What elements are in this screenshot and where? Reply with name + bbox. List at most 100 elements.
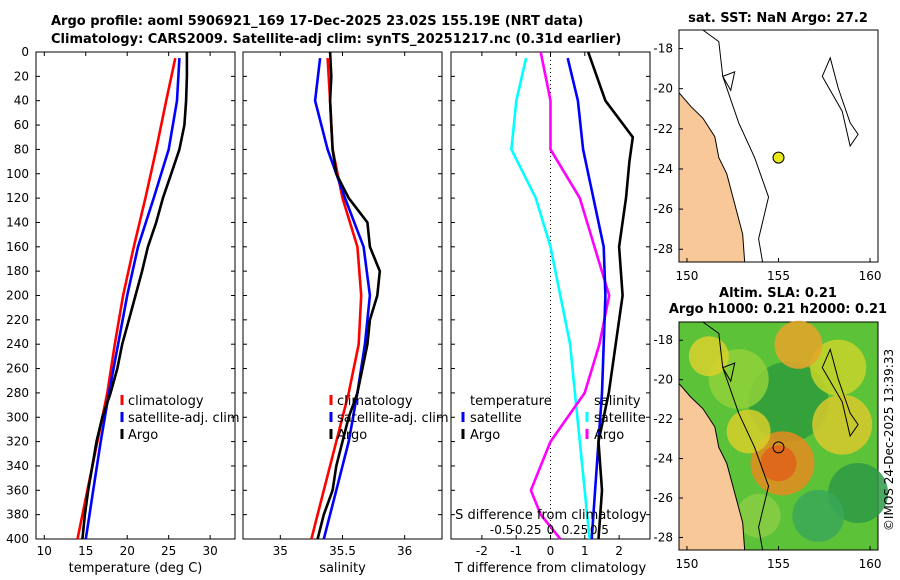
legend-label: climatology (337, 394, 413, 409)
depth-tick-label: 340 (6, 459, 29, 473)
depth-tick-label: 140 (6, 215, 29, 229)
legend-label: Argo (594, 428, 624, 443)
map-bottom-title2: Argo h1000: 0.21 h2000: 0.21 (669, 302, 887, 317)
top-tick-label: 0.25 (562, 523, 589, 537)
x-tick-label: 35 (273, 544, 288, 558)
sla-map-argo-marker (772, 441, 785, 454)
sla-map-contour (702, 321, 770, 551)
x-tick-label: -1 (510, 544, 522, 558)
sla-map-x-tick-label: 160 (859, 557, 882, 571)
depth-tick-label: 360 (6, 483, 29, 497)
sla-map-sla-blob (736, 493, 781, 538)
legend-label: climatology (128, 394, 204, 409)
sla-map-sla-blob (760, 445, 797, 482)
sla-map-sla-blob (688, 336, 729, 377)
x-tick-label: 0 (547, 544, 555, 558)
sla-map-sla-blob (792, 489, 845, 542)
depth-tick-label: 180 (6, 264, 29, 278)
x-tick-label: 10 (37, 544, 52, 558)
legend-label: Argo (128, 428, 158, 443)
legend-label: salinity (594, 394, 641, 409)
x-tick-label: 15 (78, 544, 93, 558)
x-axis-label: salinity (319, 561, 366, 576)
sst-map-island (722, 70, 736, 92)
legend-label: Argo (337, 428, 367, 443)
sst-map-argo-marker (772, 151, 785, 164)
x-tick-label: 2 (615, 544, 623, 558)
depth-tick-label: 400 (6, 532, 29, 546)
depth-tick-label: 280 (6, 386, 29, 400)
sst-map-land (678, 91, 746, 263)
x-tick-label: 25 (161, 544, 176, 558)
x-tick-label: 30 (202, 544, 217, 558)
depth-tick-label: 80 (14, 142, 29, 156)
x-tick-label: 35.5 (329, 544, 356, 558)
sla-map-y-tick-label: -20 (653, 373, 673, 387)
sla-map-sla-blob (774, 320, 823, 369)
depth-tick-label: 320 (6, 435, 29, 449)
sla-map-land (678, 382, 746, 551)
sla-map-sla-blob (810, 339, 867, 396)
legend-label: temperature (470, 394, 552, 409)
depth-tick-label: 240 (6, 337, 29, 351)
top-tick-label: 0 (547, 523, 555, 537)
satellite-clim-line (84, 58, 181, 540)
sst-map-y-tick-label: -18 (653, 42, 673, 56)
salinity-satellite-line (510, 57, 591, 540)
sst-map-y-tick-label: -26 (653, 202, 673, 216)
x-axis-label: temperature (deg C) (69, 561, 203, 576)
sla-map-sla-blob (726, 409, 771, 454)
sst-map-x-tick-label: 160 (859, 269, 882, 283)
map-top-title: sat. SST: NaN Argo: 27.2 (688, 11, 868, 26)
sla-map-sla-blob (812, 394, 873, 455)
sst-map-y-tick-label: -24 (653, 162, 673, 176)
salinity-argo-line (529, 51, 611, 540)
depth-tick-label: 60 (14, 118, 29, 132)
top-tick-label: -0.25 (511, 523, 542, 537)
top-tick-label: 0.5 (590, 523, 609, 537)
sla-map-y-tick-label: -26 (653, 491, 673, 505)
argo-line (81, 52, 189, 540)
sla-map-reef-contour (821, 347, 859, 438)
sla-map-y-tick-label: -22 (653, 412, 673, 426)
sla-map-y-tick-label: -24 (653, 452, 673, 466)
sla-map-x-tick-label: 155 (767, 557, 790, 571)
depth-tick-label: 300 (6, 410, 29, 424)
depth-tick-label: 160 (6, 240, 29, 254)
legend-label: satellite-adj. clim (128, 411, 240, 426)
map-bottom-title1: Altim. SLA: 0.21 (719, 286, 837, 301)
sst-map-y-tick-label: -22 (653, 122, 673, 136)
legend-label: satellite-adj. clim (337, 411, 449, 426)
depth-tick-label: 120 (6, 191, 29, 205)
footer-stamp: ©IMOS 24-Dec-2025 13:39:33 (882, 349, 896, 531)
temperature-satellite-line (566, 57, 607, 540)
sst-map-x-tick-label: 150 (676, 269, 699, 283)
legend-label: satellite (594, 411, 646, 426)
sst-map-reef-contour (821, 56, 859, 148)
sla-map-y-tick-label: -28 (653, 530, 673, 544)
argo-line (316, 51, 382, 540)
depth-tick-label: 0 (21, 45, 29, 59)
x-axis-label: T difference from climatology (454, 561, 647, 576)
depth-tick-label: 260 (6, 362, 29, 376)
depth-tick-label: 220 (6, 313, 29, 327)
depth-tick-label: 20 (14, 69, 29, 83)
sst-map-x-tick-label: 155 (767, 269, 790, 283)
top-tick-label: -0.5 (490, 523, 513, 537)
temperature-argo-line (586, 51, 635, 540)
legend-label: satellite (470, 411, 522, 426)
legend-label: Argo (470, 428, 500, 443)
sla-map-x-tick-label: 150 (676, 557, 699, 571)
x-tick-label: -2 (476, 544, 488, 558)
header-line1: Argo profile: aoml 5906921_169 17-Dec-20… (51, 14, 584, 29)
depth-tick-label: 40 (14, 94, 29, 108)
sla-map-y-tick-label: -18 (653, 333, 673, 347)
header-line2: Climatology: CARS2009. Satellite-adj cli… (51, 32, 622, 47)
sst-map-contour (702, 29, 770, 263)
sst-map-y-tick-label: -28 (653, 242, 673, 256)
x-tick-label: 1 (581, 544, 589, 558)
top-axis-label: S difference from climatology (455, 508, 647, 523)
sla-map-island (722, 362, 736, 383)
x-tick-label: 36 (397, 544, 412, 558)
